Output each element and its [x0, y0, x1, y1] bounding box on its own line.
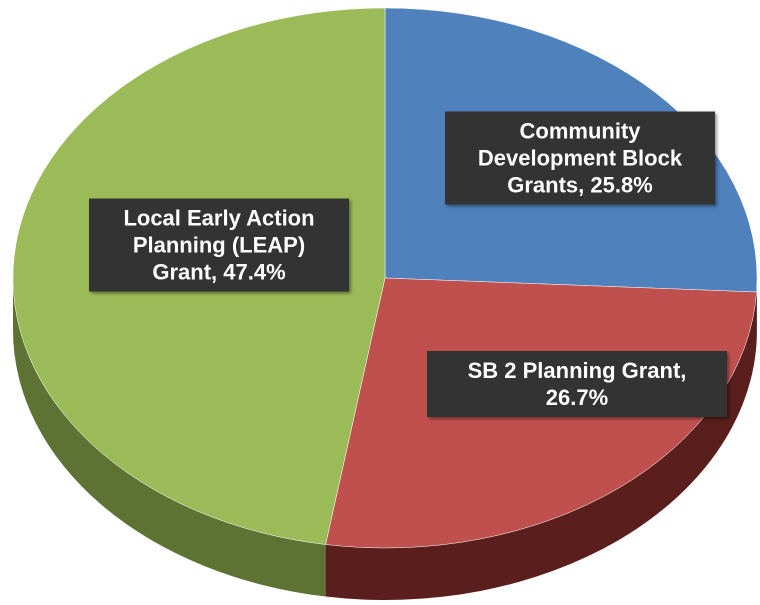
slice-side — [756, 278, 757, 345]
data-label: Local Early Action Planning (LEAP) Grant… — [89, 198, 349, 292]
slice-side — [13, 278, 326, 597]
data-label: Community Development Block Grants, 25.8… — [445, 111, 715, 205]
data-label: SB 2 Planning Grant, 26.7% — [427, 351, 727, 417]
slice-side — [325, 292, 757, 600]
